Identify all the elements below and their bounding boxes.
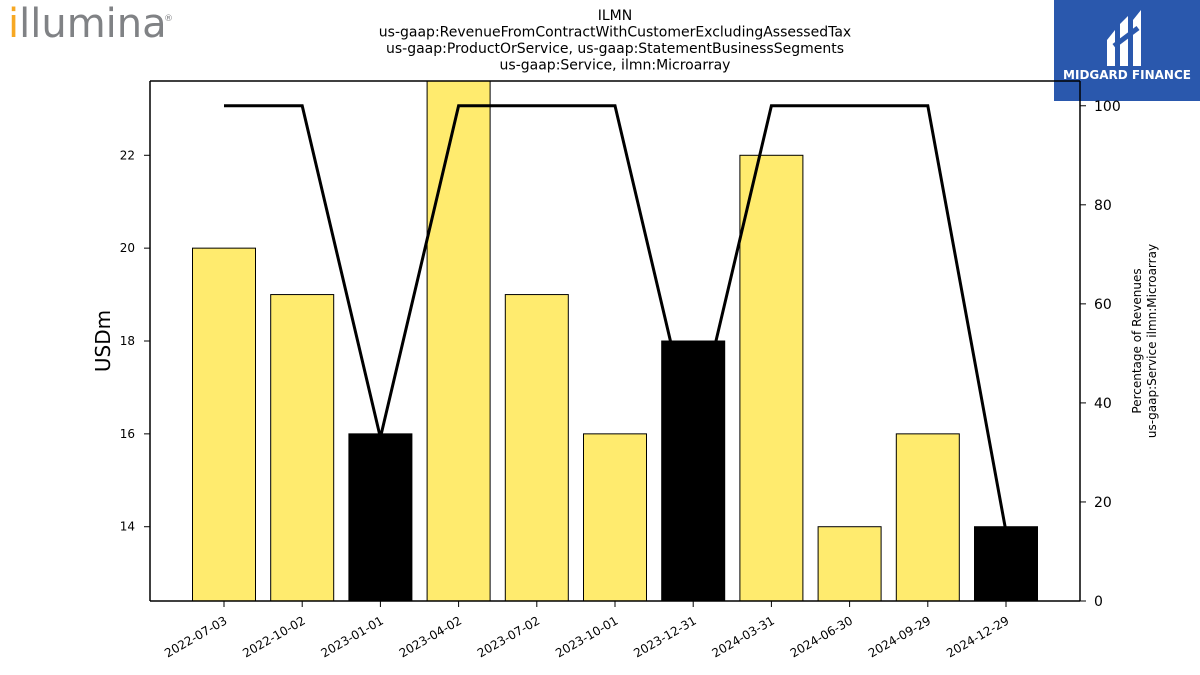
y2-axis-label-line: Percentage of Revenues [1130,268,1144,413]
y-tick-label: 14 [120,520,135,534]
chart-title-line: ILMN [598,8,632,24]
x-tick-label: 2023-04-02 [397,613,464,660]
chart-title-line: us-gaap:RevenueFromContractWithCustomerE… [379,25,851,41]
x-tick-label: 2023-07-02 [475,613,542,660]
percentage-line [224,104,1008,532]
y2-axis-label-line: us-gaap:Service ilmn:Microarray [1145,244,1159,438]
x-tick-label: 2024-12-29 [944,613,1011,660]
chart-title-line: us-gaap:ProductOrService, us-gaap:Statem… [386,41,844,57]
y-tick-label: 20 [120,241,135,255]
midgard-mark-icon [1107,10,1141,66]
bar [583,433,647,601]
y2-tick-label: 100 [1094,99,1121,115]
bar [426,81,491,601]
percentage-series-line [224,104,1008,532]
y2-tick-label: 20 [1094,495,1112,511]
y2-tick-label: 60 [1094,297,1112,313]
x-tick-label: 2024-03-31 [709,613,776,660]
bars [192,81,1038,601]
bar [739,154,804,601]
bar [661,340,726,601]
bar [348,433,413,601]
y-axis-ticks: 14 16 18 20 22 [120,148,150,534]
chart-title: ILMNus-gaap:RevenueFromContractWithCusto… [379,8,851,74]
bar [895,433,960,601]
y2-tick-label: 0 [1094,594,1103,610]
y-axis-label: USDm [91,310,115,372]
bar [504,294,569,601]
chart-title-line: us-gaap:Service, ilmn:Microarray [500,58,731,74]
y2-axis-ticks: 0 20 40 60 80 100 [1080,99,1121,610]
x-tick-label: 2024-09-29 [866,613,933,660]
x-tick-label: 2023-10-01 [553,613,620,660]
bar [974,526,1038,601]
midgard-finance-logo: MIDGARD FINANCE [1054,0,1200,101]
bar [270,294,335,601]
brand-name: MIDGARD FINANCE [1063,68,1191,82]
y-tick-label: 18 [120,334,135,348]
axis-labels: USDm Percentage of Revenues us-gaap:Servic… [91,244,1159,438]
bar [192,247,256,601]
y-tick-label: 22 [120,148,135,162]
registered-mark: ® [164,14,173,24]
y2-tick-label: 80 [1094,198,1112,214]
x-tick-label: 2022-10-02 [240,613,307,660]
y2-tick-label: 40 [1094,396,1112,412]
x-tick-label: 2022-07-03 [162,613,229,660]
x-tick-label: 2023-12-31 [631,613,698,660]
y-tick-label: 16 [120,427,135,441]
x-axis-ticks: 2022-07-03 2022-10-02 2023-01-01 2023-04-02… [162,601,1012,660]
bar [817,526,882,601]
x-tick-label: 2023-01-01 [318,613,385,660]
x-tick-label: 2024-06-30 [788,613,855,660]
